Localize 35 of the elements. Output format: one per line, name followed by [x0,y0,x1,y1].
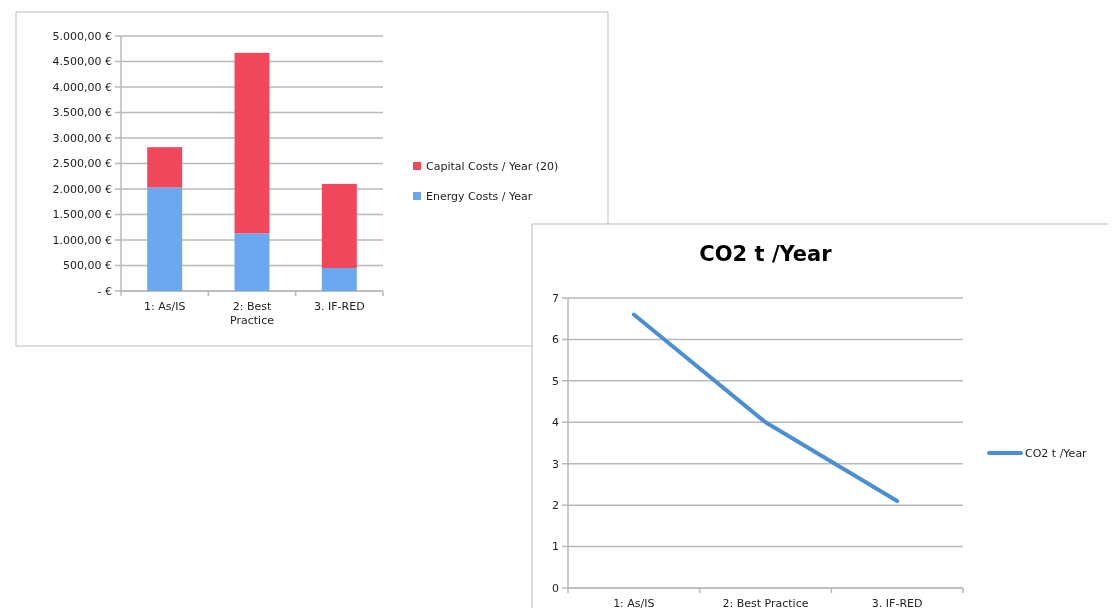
legend-label: Energy Costs / Year [426,189,533,203]
bar [321,183,357,269]
y-tick-label: 3.500,00 € [52,106,112,120]
y-tick-label: 4 [552,416,559,430]
x-tick-label: 2: Best Practice [722,597,809,610]
y-tick-label: 1.500,00 € [52,208,112,222]
y-tick-label: 1 [552,540,559,554]
y-tick-label: 500,00 € [63,259,112,273]
legend-label: CO2 t /Year [1025,446,1088,460]
y-tick-label: 2.500,00 € [52,157,112,171]
y-tick-label: 4.500,00 € [52,55,112,69]
y-tick-label: 4.000,00 € [52,80,112,94]
bar [147,147,183,188]
y-tick-label: 5.000,00 € [52,29,112,43]
y-tick-label: 6 [552,333,559,347]
y-tick-label: 1.000,00 € [52,233,112,247]
y-tick-label: 2.000,00 € [52,182,112,196]
x-tick-label: 2: Best Practice [230,300,275,327]
chart-title: CO2 t /Year [699,242,833,266]
x-tick-label: 3. IF-RED [871,597,923,610]
bar [234,233,270,291]
y-tick-label: 3 [552,457,559,471]
y-tick-label: 0 [552,581,559,595]
bar [321,268,357,291]
y-tick-label: 2 [552,498,559,512]
y-tick-label: 3.000,00 € [52,131,112,145]
x-tick-label: 1: As/IS [143,300,186,313]
y-tick-label: 7 [552,291,559,305]
legend-label: Capital Costs / Year (20) [426,159,559,173]
y-tick-label: 5 [552,374,559,388]
bar [147,187,183,291]
y-tick-label: - € [97,284,112,298]
bar [234,52,270,234]
x-tick-label: 3. IF-RED [314,300,365,313]
x-tick-label: 1: As/IS [613,597,655,610]
